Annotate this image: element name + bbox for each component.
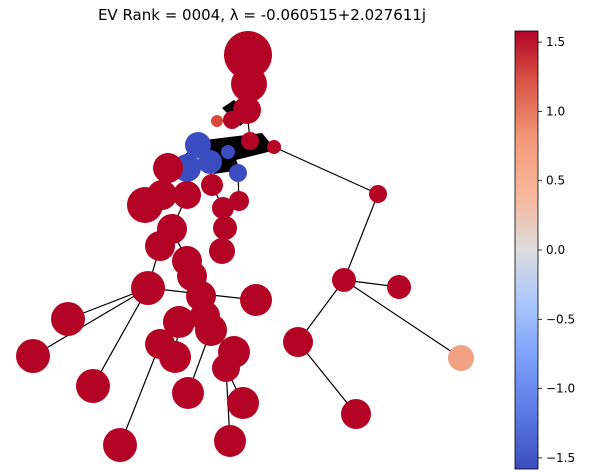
graph-node (240, 284, 272, 316)
graph-node (448, 345, 474, 371)
graph-node (103, 428, 137, 462)
colorbar-ticks: 1.5 1.0 0.5 0.0 −0.5 −1.0 −1.5 (538, 35, 575, 465)
graph-node (163, 306, 195, 338)
graph-node (172, 377, 204, 409)
graph-node (341, 399, 371, 429)
colorbar-gradient (514, 30, 539, 470)
graph-node (221, 145, 235, 159)
colorbar-tick-label: 0.5 (546, 174, 565, 188)
colorbar-tick-label: 0.0 (546, 243, 565, 257)
colorbar-tick-label: −0.5 (546, 312, 575, 326)
graph-node (224, 31, 272, 79)
graph-node (209, 238, 235, 264)
graph-node (212, 197, 234, 219)
graph-edge (273, 146, 379, 195)
graph-node (387, 275, 411, 299)
graph-node (131, 271, 165, 305)
graph-edge (343, 279, 462, 359)
graph-node (127, 187, 163, 223)
graph-node (283, 327, 313, 357)
colorbar-tick-label: 1.0 (546, 104, 565, 118)
graph-node (212, 354, 240, 382)
graph-node (213, 216, 237, 240)
colorbar-tick-label: −1.0 (546, 382, 575, 396)
graph-node (173, 181, 201, 209)
graph-node (267, 140, 281, 154)
graph-node (241, 132, 259, 150)
colorbar: 1.5 1.0 0.5 0.0 −0.5 −1.0 −1.5 (514, 30, 575, 470)
graph-edge (297, 341, 357, 415)
graph-edge (119, 343, 161, 446)
graph-node (159, 341, 191, 373)
plot-title: EV Rank = 0004, λ = -0.060515+2.027611j (98, 6, 426, 24)
graph-node (227, 387, 259, 419)
graph-node (332, 268, 356, 292)
graph-node (229, 191, 249, 211)
graph-node (214, 425, 246, 457)
graph-node (369, 185, 387, 203)
graph-edge (32, 287, 149, 357)
colorbar-tick-label: −1.5 (546, 451, 575, 465)
graph-node (223, 111, 241, 129)
graph-node (51, 302, 85, 336)
graph-node (211, 115, 223, 127)
graph-edge (92, 287, 149, 387)
graph-node (76, 369, 110, 403)
graph-node (229, 164, 247, 182)
graph-node (16, 339, 50, 373)
graph-edge (343, 193, 379, 281)
graph-node (195, 314, 227, 346)
colorbar-tick-label: 1.5 (546, 35, 565, 49)
graph-node (231, 66, 267, 102)
graph-node (145, 231, 175, 261)
graph-node (153, 153, 183, 183)
graph-node (201, 174, 223, 196)
graph-node (198, 150, 222, 174)
network-graph (16, 31, 474, 462)
